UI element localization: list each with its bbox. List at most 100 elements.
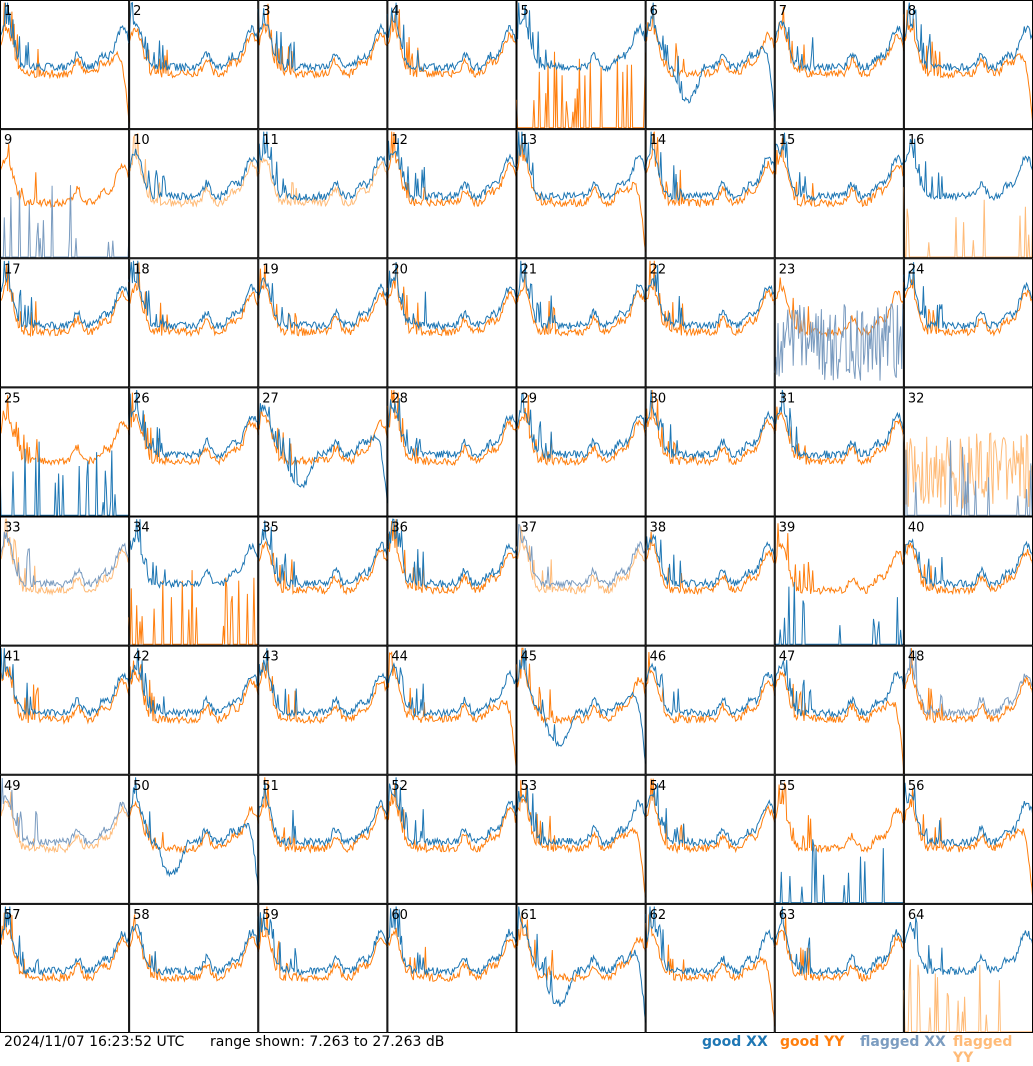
panel-28: 28 [386,387,517,517]
panel-7-yy-line [774,6,905,79]
panel-63: 63 [774,903,905,1033]
panel-40: 40 [903,516,1033,646]
panel-25-frame [0,387,130,517]
panel-48-label: 48 [908,650,925,665]
panel-14: 14 [645,129,776,259]
panel-3-label: 3 [262,4,270,19]
panel-53-xx-line [516,785,647,848]
panel-43-yy-line [257,659,388,725]
panel-8-label: 8 [908,4,916,19]
panel-38: 38 [645,516,776,646]
panel-63-xx-line [774,906,905,977]
footer: 2024/11/07 16:23:52 UTC range shown: 7.2… [0,1033,1033,1066]
panel-53: 53 [516,774,647,904]
panel-43-xx-line [257,648,388,718]
panel-27-yy-line [257,409,388,467]
panel-18-frame [129,258,259,388]
panel-11-label: 11 [262,133,279,148]
panel-18-yy-line [128,262,259,338]
panel-60-frame [387,903,517,1033]
panel-7: 7 [774,0,905,130]
panel-57-frame [0,903,130,1033]
panel-37-yy-line [516,526,647,595]
panel-47-yy-line [774,670,905,774]
panel-2-frame [129,0,259,130]
legend-flagged-yy: flagged YY [953,1034,1013,1066]
panel-58-frame [129,903,259,1033]
panel-11-frame [258,129,388,259]
panel-53-label: 53 [521,779,538,794]
panel-17-yy-line [0,264,130,338]
legend-good-xx: good XX [702,1034,768,1050]
panel-5: 5 [516,0,647,130]
panel-41-xx-line [0,648,130,718]
panel-55: 55 [774,774,905,904]
panel-28-xx-line [386,398,517,460]
panel-59: 59 [257,903,388,1033]
legend-good-yy: good YY [780,1034,845,1050]
panel-46: 46 [645,645,776,775]
panel-45: 45 [516,645,647,775]
panel-56-label: 56 [908,779,925,794]
panel-57-xx-line [0,906,130,977]
panel-26-frame [129,387,259,517]
panel-4-frame [387,0,517,130]
panel-17: 17 [0,258,130,388]
panel-30-yy-line [645,389,776,467]
panel-11-yy-line [257,157,388,208]
panel-26-xx-line [128,389,259,460]
panel-56-xx-line [903,782,1033,847]
panel-21-yy-line [516,265,646,337]
panel-14-frame [645,129,775,259]
panel-33-label: 33 [4,521,21,536]
panel-49-label: 49 [4,779,21,794]
panel-38-label: 38 [650,521,667,536]
panel-35-xx-line [257,520,388,589]
panel-7-frame [774,0,904,130]
panel-58-label: 58 [133,908,150,923]
panel-26: 26 [128,387,259,517]
panel-63-frame [774,903,904,1033]
panel-5-yy-line [516,51,647,129]
panel-15-xx-line [774,132,905,202]
panel-23-xx-line [774,302,905,381]
panel-59-yy-line [257,906,388,983]
panel-47-xx-line [774,659,905,719]
panel-48: 48 [903,645,1033,775]
panel-33: 33 [0,516,130,646]
panel-42-label: 42 [133,650,150,665]
panel-54-yy-line [645,778,776,854]
panel-61-yy-line [516,913,647,983]
panel-37-xx-line [516,523,647,589]
panel-46-frame [645,645,775,775]
panel-18: 18 [128,258,259,388]
panel-42-frame [129,645,259,775]
panel-37: 37 [516,516,647,646]
panel-54-xx-line [645,783,776,848]
panel-49-frame [0,774,130,904]
panel-19-xx-line [257,277,388,331]
panel-55-label: 55 [779,779,796,794]
panel-31-frame [774,387,904,517]
panel-9-frame [0,129,130,259]
panel-21: 21 [516,258,646,388]
panel-51-yy-line [257,777,388,854]
panel-7-xx-line [774,20,905,73]
panel-52: 52 [386,774,517,904]
panel-10-xx-line [128,148,259,201]
panel-63-yy-line [774,914,905,982]
panel-6-frame [645,0,775,130]
panel-53-frame [516,774,646,904]
panel-8-yy-line [903,9,1033,128]
panel-49: 49 [0,774,130,904]
panel-6-yy-line [645,4,776,78]
panel-13-xx-line [516,131,647,201]
panel-40-label: 40 [908,521,925,536]
panel-19-frame [258,258,388,388]
panel-27-xx-line [257,403,388,504]
panel-44: 44 [386,645,517,775]
panel-44-frame [387,645,517,775]
panel-5-frame [516,0,646,130]
panel-31-yy-line [774,406,905,466]
panel-34-xx-line [128,519,259,589]
